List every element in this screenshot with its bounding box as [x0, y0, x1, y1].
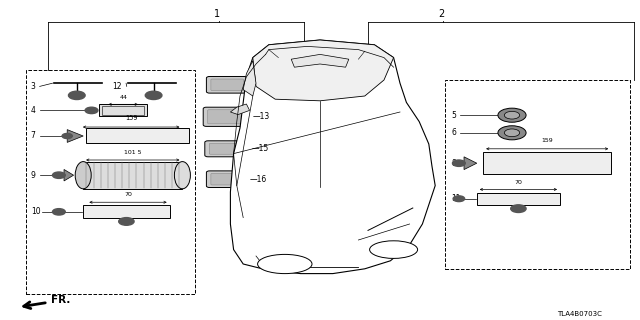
Ellipse shape: [370, 241, 418, 259]
Polygon shape: [253, 40, 394, 101]
Circle shape: [52, 209, 65, 215]
Bar: [26, 70, 195, 294]
Text: 3: 3: [31, 82, 36, 91]
Circle shape: [504, 111, 520, 119]
Circle shape: [511, 205, 526, 212]
Text: —16: —16: [250, 175, 267, 184]
Polygon shape: [67, 130, 83, 142]
Bar: [86, 128, 189, 143]
Text: 101 5: 101 5: [124, 150, 141, 155]
Polygon shape: [243, 61, 256, 96]
Circle shape: [145, 91, 162, 100]
Ellipse shape: [174, 162, 191, 189]
Bar: [445, 80, 630, 269]
Text: 4: 4: [31, 106, 36, 115]
Circle shape: [62, 133, 72, 139]
Text: —13: —13: [253, 112, 270, 121]
Circle shape: [452, 160, 465, 166]
Circle shape: [85, 107, 98, 114]
Text: 6: 6: [451, 128, 456, 137]
Polygon shape: [464, 157, 477, 170]
Text: FR.: FR.: [51, 295, 70, 305]
Text: 159: 159: [541, 138, 553, 143]
Circle shape: [68, 91, 85, 100]
Ellipse shape: [258, 254, 312, 274]
Text: 11: 11: [451, 194, 461, 203]
Ellipse shape: [76, 162, 92, 189]
FancyBboxPatch shape: [204, 107, 252, 126]
Polygon shape: [291, 54, 349, 67]
Text: 5: 5: [451, 111, 456, 120]
Text: 9: 9: [31, 171, 36, 180]
Text: —14: —14: [250, 80, 267, 89]
Circle shape: [498, 108, 526, 122]
FancyBboxPatch shape: [206, 171, 248, 188]
Text: 8: 8: [451, 159, 456, 168]
Text: 2: 2: [438, 9, 445, 20]
Text: 1: 1: [214, 9, 221, 20]
FancyBboxPatch shape: [209, 143, 245, 154]
Bar: [99, 104, 147, 116]
Circle shape: [504, 129, 520, 137]
Circle shape: [52, 172, 65, 178]
Bar: [102, 106, 144, 115]
Bar: [83, 205, 170, 218]
Circle shape: [498, 126, 526, 140]
Text: 44: 44: [119, 95, 127, 100]
FancyBboxPatch shape: [211, 173, 243, 185]
Bar: [483, 152, 611, 174]
Text: 10: 10: [31, 207, 40, 216]
Bar: [477, 193, 560, 205]
Circle shape: [119, 218, 134, 225]
Text: 70: 70: [124, 192, 132, 197]
Text: 7: 7: [31, 132, 36, 140]
FancyBboxPatch shape: [211, 79, 243, 91]
Text: 12: 12: [112, 82, 122, 91]
Text: —15: —15: [252, 144, 269, 153]
FancyBboxPatch shape: [206, 76, 248, 93]
Circle shape: [453, 196, 465, 202]
FancyBboxPatch shape: [205, 141, 250, 157]
Polygon shape: [230, 104, 250, 115]
Text: 159: 159: [125, 115, 138, 121]
Text: TLA4B0703C: TLA4B0703C: [557, 311, 602, 316]
Text: 70: 70: [515, 180, 522, 185]
FancyBboxPatch shape: [207, 110, 247, 124]
Polygon shape: [64, 170, 74, 181]
Polygon shape: [230, 40, 435, 274]
Bar: [83, 162, 182, 189]
